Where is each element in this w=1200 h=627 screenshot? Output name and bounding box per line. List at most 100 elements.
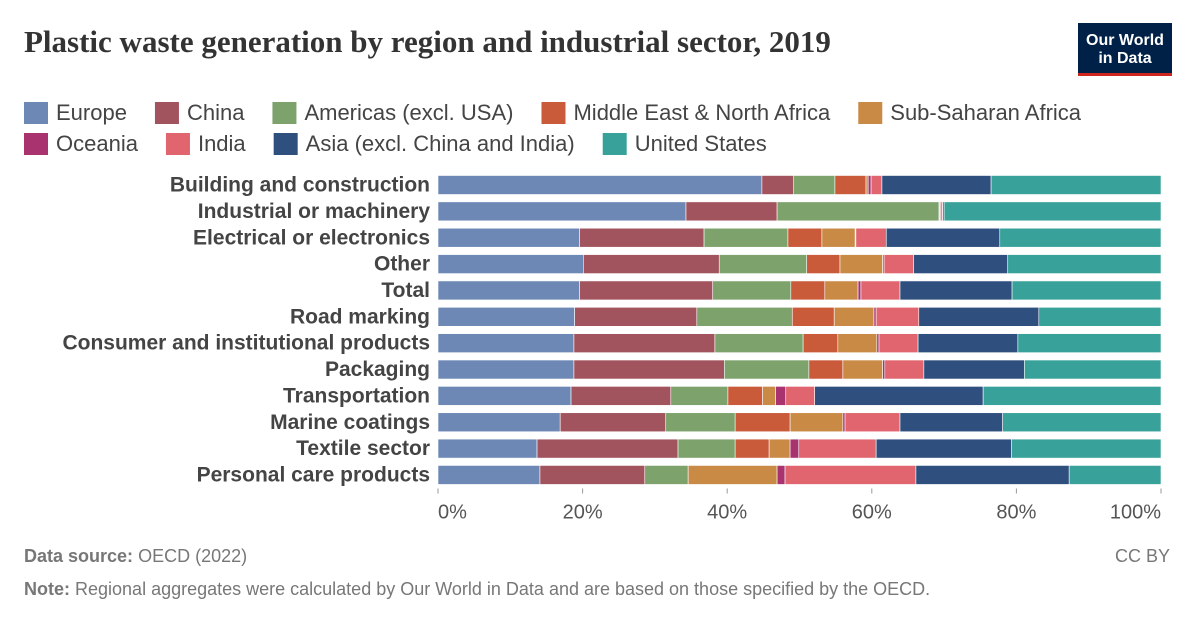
- bar-segment: [1007, 254, 1162, 274]
- legend-item: Sub-Saharan Africa: [858, 100, 1082, 125]
- bar-segment: [437, 280, 581, 301]
- bar-segment: [913, 254, 1009, 274]
- legend-item: Middle East & North Africa: [541, 100, 831, 125]
- bar-segment: [570, 386, 672, 406]
- legend-swatch: [24, 102, 48, 124]
- bar-segment: [437, 254, 584, 274]
- note-label: Note:: [24, 579, 70, 599]
- x-tick-label: 100%: [1110, 501, 1161, 523]
- bar-segment: [685, 201, 778, 222]
- bar-segment: [876, 333, 880, 353]
- bar-segment: [885, 227, 1001, 248]
- bar-segment: [867, 175, 872, 195]
- bar-segment: [665, 412, 736, 433]
- bar-segment: [883, 254, 915, 274]
- bar-segment: [536, 438, 679, 459]
- bar-segment: [923, 359, 1025, 380]
- bar-segment: [437, 227, 581, 248]
- bar-segment: [784, 465, 917, 485]
- bar-segment: [762, 386, 776, 406]
- category-label: Marine coatings: [270, 411, 430, 434]
- legend-item: China: [154, 100, 245, 125]
- bar-segment: [670, 386, 729, 406]
- legend-item: United States: [602, 131, 767, 156]
- bar-segment: [775, 386, 787, 406]
- bar-segment: [844, 412, 901, 433]
- legend-item: Asia (excl. China and India): [273, 131, 575, 156]
- logo-text: Our World: [1086, 32, 1164, 49]
- bar-segment: [821, 227, 856, 248]
- bar-segment: [793, 175, 836, 195]
- note-text: Regional aggregates were calculated by O…: [75, 579, 930, 599]
- bar-segment: [837, 333, 878, 353]
- bar-segment: [724, 359, 810, 380]
- bar-segment: [437, 201, 687, 222]
- bar-segment: [714, 333, 804, 353]
- bar-segment: [437, 386, 572, 406]
- logo-text: in Data: [1098, 50, 1151, 67]
- bar-segment: [798, 438, 877, 459]
- bar-segment: [579, 227, 705, 248]
- bar-segment: [583, 254, 720, 274]
- bar-segment: [881, 175, 992, 195]
- bar-segment: [437, 412, 561, 433]
- bar-segment: [875, 438, 1012, 459]
- legend-swatch: [858, 102, 883, 124]
- category-label: Building and construction: [170, 174, 430, 197]
- bar-segment: [437, 333, 575, 353]
- bar-segment: [842, 412, 846, 433]
- logo-stripe: [1078, 73, 1172, 76]
- bar-segment: [437, 306, 575, 327]
- bar-segment: [791, 306, 835, 327]
- bar-segment: [860, 280, 901, 301]
- bar-segment: [875, 306, 920, 327]
- bar-segment: [696, 306, 793, 327]
- source-label: Data source:: [24, 546, 133, 566]
- bar-segment: [870, 175, 883, 195]
- bar-segment: [790, 280, 826, 301]
- bar-segment: [865, 175, 869, 195]
- x-tick-label: 40%: [707, 501, 747, 523]
- category-label: Consumer and institutional products: [62, 332, 430, 355]
- bar-segment: [917, 333, 1019, 353]
- bar-segment: [734, 438, 770, 459]
- source-text: OECD (2022): [138, 546, 247, 566]
- bar-segment: [857, 280, 862, 301]
- category-label: Industrial or machinery: [198, 200, 431, 223]
- bar-segment: [878, 333, 919, 353]
- category-label: Total: [381, 279, 430, 302]
- bar-segment: [839, 254, 883, 274]
- bar-segment: [814, 386, 984, 406]
- legend-label: Asia (excl. China and India): [306, 131, 575, 156]
- bar-segment: [834, 175, 867, 195]
- bar-segment: [789, 438, 800, 459]
- legend-item: Americas (excl. USA): [272, 100, 513, 125]
- x-tick-label: 0%: [438, 501, 467, 523]
- bar-segment: [882, 359, 886, 380]
- bar-segment: [734, 412, 791, 433]
- legend-label: Europe: [56, 100, 127, 125]
- legend-label: India: [198, 131, 246, 156]
- bar-segment: [437, 465, 541, 485]
- legend-swatch: [273, 133, 298, 155]
- bar-segment: [1038, 306, 1162, 327]
- legend-label: Middle East & North Africa: [573, 100, 831, 125]
- bar-segment: [806, 254, 841, 274]
- legend-label: Sub-Saharan Africa: [890, 100, 1082, 125]
- bar-segment: [539, 465, 646, 485]
- legend-label: United States: [635, 131, 767, 156]
- category-label: Transportation: [283, 384, 430, 407]
- bar-segment: [873, 306, 877, 327]
- bar-segment: [789, 412, 844, 433]
- category-label: Electrical or electronics: [193, 226, 430, 249]
- legend-swatch: [165, 133, 190, 155]
- bar-segment: [943, 201, 1162, 222]
- category-label: Personal care products: [197, 464, 430, 487]
- bar-segment: [573, 359, 725, 380]
- logo: Our World in Data: [1078, 23, 1172, 76]
- legend-swatch: [541, 102, 566, 124]
- bar-segment: [990, 175, 1162, 195]
- legend-swatch: [602, 133, 627, 155]
- license: CC BY: [1115, 546, 1170, 566]
